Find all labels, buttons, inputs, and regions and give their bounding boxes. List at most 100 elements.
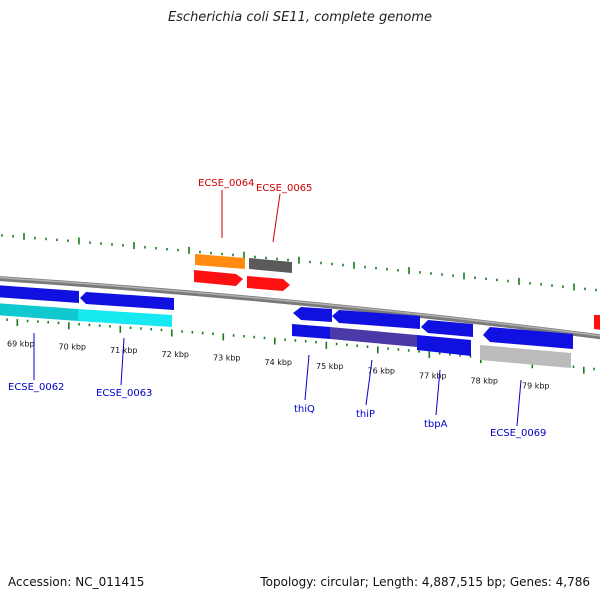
upper-minor-tick [100, 242, 102, 245]
lower-minor-tick [47, 320, 49, 324]
leader-thip [365, 359, 373, 406]
gene-arrow-ecse-0063[interactable] [80, 292, 174, 310]
lower-minor-tick [109, 325, 111, 328]
upper-major-tick [298, 256, 300, 264]
gene-label-ecse-0062[interactable]: ECSE_0062 [8, 382, 64, 393]
gene-block-ecse-0065-gray[interactable] [249, 258, 292, 273]
lower-minor-tick [449, 353, 451, 356]
upper-major-tick [188, 246, 190, 254]
tick-label: 74 kbp [265, 358, 293, 367]
gene-arrow-right-edge-red[interactable] [594, 315, 600, 330]
lower-minor-tick [253, 335, 255, 339]
upper-minor-tick [331, 262, 333, 266]
gene-block-ecse-0064-orange[interactable] [195, 254, 245, 269]
lower-minor-tick [356, 344, 358, 348]
upper-minor-tick [485, 277, 487, 281]
lower-minor-tick [459, 354, 461, 357]
leader-ecse-0065 [272, 193, 281, 243]
gene-block-ecse-0069-gray[interactable] [480, 345, 571, 368]
upper-minor-tick [474, 276, 476, 280]
upper-minor-tick [210, 251, 212, 255]
gene-arrow-ecse-0062[interactable] [0, 285, 79, 303]
lower-minor-tick [191, 331, 194, 334]
lower-major-tick [274, 337, 276, 345]
tick-labels: 69 kbp 70 kbp 71 kbp 72 kbp 73 kbp 74 kbp 75 k… [7, 339, 550, 390]
lower-minor-tick [201, 331, 204, 335]
leader-ecse-0069 [516, 379, 522, 427]
gene-label-ecse-0064[interactable]: ECSE_0064 [198, 178, 254, 189]
upper-minor-tick [12, 235, 14, 238]
lower-minor-tick [129, 326, 132, 330]
gene-arrow-ecse-0069[interactable] [483, 327, 573, 349]
upper-minor-tick [166, 247, 168, 251]
accession-text: Accession: NC_011415 [8, 575, 145, 589]
upper-minor-tick [320, 261, 322, 265]
upper-minor-tick [122, 244, 124, 247]
upper-minor-tick [199, 250, 201, 254]
lower-minor-tick [6, 318, 8, 321]
gene-arrow-ecse-0064-red[interactable] [194, 270, 243, 286]
map-title: Escherichia coli SE11, complete genome [167, 10, 433, 25]
upper-minor-tick [276, 257, 278, 261]
upper-minor-tick [562, 285, 564, 288]
lower-major-tick [222, 333, 225, 341]
lower-minor-tick [304, 340, 307, 343]
leader-thiq [304, 354, 310, 401]
lower-minor-tick [232, 334, 235, 337]
gene-block-ecse-0063-cyan[interactable] [78, 309, 172, 327]
tick-label: 79 kbp [522, 382, 550, 391]
upper-major-tick [408, 267, 410, 275]
upper-minor-tick [265, 256, 267, 260]
upper-minor-tick [1, 234, 3, 237]
gene-arrow-thip[interactable] [332, 310, 420, 329]
gene-label-ecse-0069[interactable]: ECSE_0069 [490, 428, 546, 439]
gene-label-thiq[interactable]: thiQ [294, 404, 315, 415]
lower-minor-tick [150, 327, 152, 331]
gene-block-tbpa-blue[interactable] [417, 335, 471, 356]
upper-major-tick [78, 237, 80, 245]
leader-tbpa [435, 369, 441, 416]
gene-label-thip[interactable]: thiP [356, 409, 375, 420]
upper-minor-tick [45, 237, 47, 241]
upper-minor-tick [364, 265, 366, 269]
tick-label: 71 kbp [110, 346, 138, 355]
lower-major-tick [68, 322, 70, 330]
upper-strand-genes [194, 254, 600, 330]
lower-minor-tick [160, 328, 163, 332]
lower-minor-tick [366, 345, 369, 348]
gene-arrow-ecse-0065-red[interactable] [247, 276, 290, 291]
gene-block-thip-purple[interactable] [330, 327, 417, 347]
lower-major-tick [171, 329, 173, 337]
upper-major-tick [353, 261, 355, 269]
upper-minor-tick [232, 253, 234, 257]
lower-minor-tick [57, 321, 60, 325]
upper-minor-tick [287, 258, 289, 262]
upper-minor-tick [111, 243, 113, 246]
upper-minor-tick [584, 287, 586, 291]
leader-ecse-0063 [120, 337, 125, 386]
gene-label-tbpa[interactable]: tbpA [424, 419, 448, 430]
gene-block-thiq-blue[interactable] [292, 324, 330, 339]
upper-tick-ruler [1, 232, 597, 292]
lower-minor-tick [88, 323, 91, 327]
upper-minor-tick [67, 239, 69, 243]
gene-label-ecse-0065[interactable]: ECSE_0065 [256, 183, 312, 194]
gene-block-ecse-0062-cyan[interactable] [0, 303, 78, 321]
upper-minor-tick [419, 271, 421, 274]
upper-minor-tick [452, 274, 454, 277]
gene-arrow-tbpa[interactable] [421, 320, 473, 337]
lower-minor-tick [315, 340, 317, 344]
gene-label-ecse-0063[interactable]: ECSE_0063 [96, 388, 152, 399]
tick-label: 72 kbp [162, 350, 190, 359]
upper-minor-tick [254, 255, 256, 259]
upper-major-tick [23, 232, 25, 240]
gene-arrow-thiq[interactable] [293, 307, 332, 322]
lower-major-tick [428, 351, 431, 359]
genome-backbone [0, 276, 600, 340]
upper-minor-tick [386, 267, 388, 271]
upper-minor-tick [177, 248, 179, 252]
lower-minor-tick [98, 324, 101, 327]
lower-minor-tick [212, 332, 214, 336]
lower-minor-tick [346, 343, 348, 347]
